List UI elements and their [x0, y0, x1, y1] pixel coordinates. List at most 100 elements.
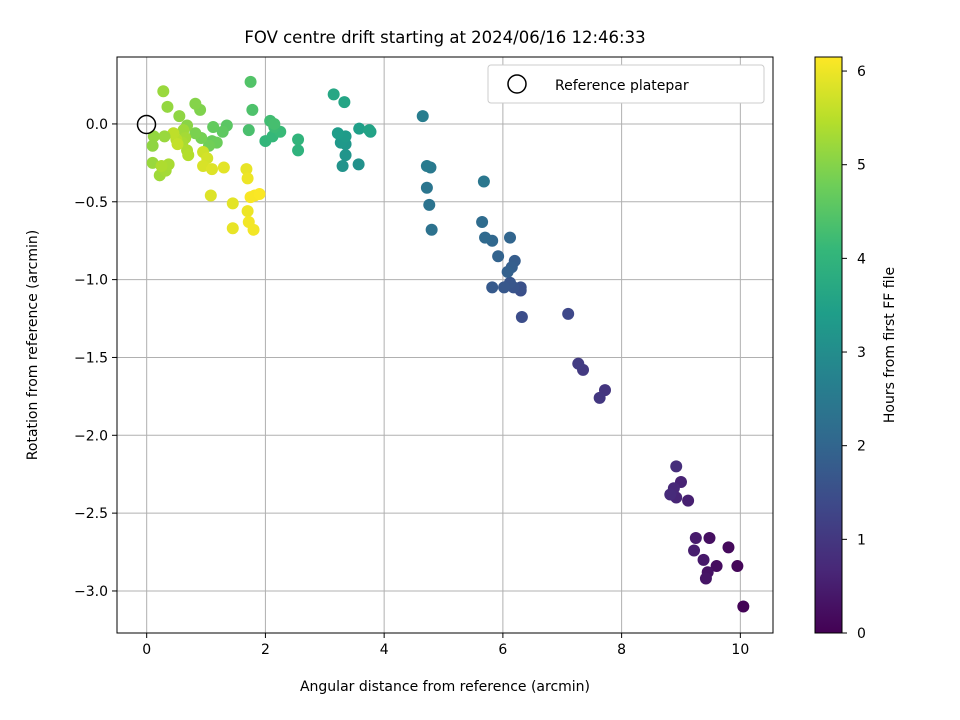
- x-axis-label: Angular distance from reference (arcmin): [300, 679, 590, 695]
- data-point: [336, 159, 349, 172]
- data-point: [352, 158, 365, 171]
- plot-frame: [116, 56, 774, 634]
- data-point: [420, 159, 433, 172]
- data-point: [247, 223, 260, 236]
- y-axis-label: Rotation from reference (arcmin): [25, 230, 41, 460]
- data-point: [226, 197, 239, 210]
- x-tick-label: 6: [498, 642, 507, 658]
- data-point: [327, 88, 340, 101]
- data-point: [689, 532, 702, 545]
- data-point: [242, 124, 255, 137]
- colorbar: 0 1 2 3 4 5 6 Hours from first FF file: [814, 56, 898, 642]
- data-point: [425, 223, 438, 236]
- data-point: [670, 460, 683, 473]
- data-point: [244, 75, 257, 88]
- colorbar-tick-label: 1: [857, 532, 866, 548]
- x-tick-label: 10: [731, 642, 749, 658]
- data-point: [240, 163, 253, 176]
- data-point: [476, 216, 489, 229]
- data-point: [246, 103, 259, 116]
- data-point: [157, 85, 170, 98]
- data-point: [292, 133, 305, 146]
- data-point: [241, 172, 254, 185]
- colorbar-tick-label: 5: [857, 158, 866, 174]
- data-point: [699, 572, 712, 585]
- colorbar-tick-label: 2: [857, 439, 866, 455]
- data-point: [207, 121, 220, 134]
- data-point: [173, 110, 186, 123]
- x-tick-label: 8: [617, 642, 626, 658]
- data-point: [205, 163, 218, 176]
- data-point: [593, 391, 606, 404]
- x-tick-label: 2: [261, 642, 270, 658]
- grid-lines: [117, 57, 773, 633]
- data-point: [697, 553, 710, 566]
- legend-reference-icon: [507, 74, 527, 94]
- data-point: [146, 139, 159, 152]
- data-point: [331, 127, 344, 140]
- data-point: [504, 231, 517, 244]
- data-point: [171, 138, 184, 151]
- data-point: [562, 307, 575, 320]
- data-point: [420, 181, 433, 194]
- y-tick-label: 0.0: [86, 117, 108, 133]
- colorbar-tick-label: 4: [857, 251, 866, 267]
- colorbar-label: Hours from first FF file: [882, 267, 898, 423]
- data-point: [477, 175, 490, 188]
- colorbar-ticks: 0 1 2 3 4 5 6: [842, 64, 866, 642]
- data-point: [498, 281, 511, 294]
- y-axis-ticks: 0.0 −0.5 −1.0 −1.5 −2.0 −2.5 −3.0: [74, 117, 117, 600]
- data-point: [241, 205, 254, 218]
- x-axis-ticks: 0 2 4 6 8 10: [142, 633, 749, 658]
- data-point: [572, 357, 585, 370]
- data-point: [737, 600, 750, 613]
- legend-entry-reference: Reference platepar: [555, 78, 689, 94]
- data-point: [161, 100, 174, 113]
- y-tick-label: −1.0: [74, 273, 108, 289]
- data-point: [204, 189, 217, 202]
- y-tick-label: −0.5: [74, 195, 108, 211]
- colorbar-tick-label: 0: [857, 626, 866, 642]
- data-point: [479, 231, 492, 244]
- y-tick-label: −3.0: [74, 584, 108, 600]
- y-tick-label: −2.5: [74, 506, 108, 522]
- reference-marker: [136, 114, 157, 135]
- data-point: [189, 127, 202, 140]
- data-point: [722, 541, 735, 554]
- data-point: [486, 281, 499, 294]
- data-point: [158, 130, 171, 143]
- data-point: [363, 124, 376, 137]
- data-point: [253, 187, 266, 200]
- colorbar-tick-label: 6: [857, 64, 866, 80]
- data-point: [501, 265, 514, 278]
- data-point: [416, 110, 429, 123]
- data-point: [189, 97, 202, 110]
- data-points: [146, 75, 750, 613]
- data-point: [147, 130, 160, 143]
- legend: Reference platepar: [487, 64, 765, 104]
- data-point: [731, 560, 744, 573]
- data-point: [268, 117, 281, 130]
- data-point: [423, 198, 436, 211]
- data-point: [226, 222, 239, 235]
- x-tick-label: 0: [142, 642, 151, 658]
- data-point: [182, 149, 195, 162]
- data-point: [688, 544, 701, 557]
- data-point: [353, 122, 366, 135]
- legend-box: [487, 64, 765, 104]
- data-point: [217, 161, 230, 174]
- data-point: [338, 96, 351, 109]
- data-point: [515, 310, 528, 323]
- colorbar-gradient: [814, 56, 843, 634]
- data-point: [703, 532, 716, 545]
- data-point: [492, 250, 505, 263]
- y-tick-label: −1.5: [74, 350, 108, 366]
- data-point: [216, 125, 229, 138]
- data-point: [682, 494, 695, 507]
- colorbar-tick-label: 3: [857, 345, 866, 361]
- data-point: [292, 144, 305, 157]
- data-point: [664, 488, 677, 501]
- x-tick-label: 4: [380, 642, 389, 658]
- chart-title: FOV centre drift starting at 2024/06/16 …: [244, 28, 645, 47]
